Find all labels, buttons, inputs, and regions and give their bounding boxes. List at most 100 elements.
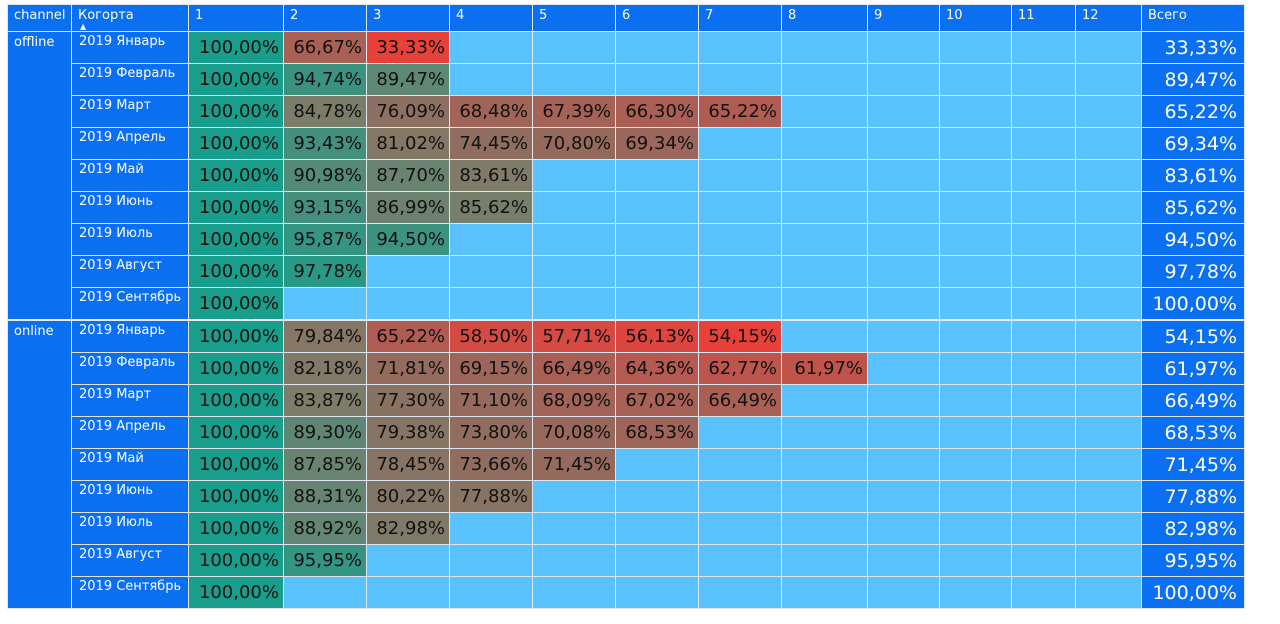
retention-cell: 68,09% <box>532 384 616 417</box>
table-row: 2019 Август 100,00% 97,78% 97,78% <box>8 255 1245 288</box>
cohort-label: 2019 Июль <box>71 512 189 545</box>
empty-cell <box>867 223 940 256</box>
empty-cell <box>867 255 940 288</box>
empty-cell <box>532 255 616 288</box>
empty-cell <box>615 512 699 545</box>
empty-cell <box>1075 448 1142 481</box>
empty-cell <box>698 159 782 192</box>
column-header-month[interactable]: 6 <box>615 4 699 32</box>
empty-cell <box>867 95 940 128</box>
empty-cell <box>1011 63 1076 96</box>
empty-cell <box>939 255 1012 288</box>
empty-cell <box>1075 95 1142 128</box>
retention-cell: 100,00% <box>188 384 284 417</box>
empty-cell <box>366 255 450 288</box>
retention-cell: 100,00% <box>188 287 284 321</box>
table-row: 2019 Апрель 100,00% 89,30% 79,38% 73,80% 70,0… <box>8 416 1245 449</box>
empty-cell <box>698 255 782 288</box>
empty-cell <box>781 255 868 288</box>
empty-cell <box>1011 448 1076 481</box>
empty-cell <box>781 63 868 96</box>
empty-cell <box>1075 223 1142 256</box>
empty-cell <box>939 352 1012 385</box>
channel-label: offline <box>7 31 72 321</box>
empty-cell <box>366 576 450 609</box>
retention-cell: 87,70% <box>366 159 450 192</box>
cohort-label: 2019 Май <box>71 159 189 192</box>
total-cell: 71,45% <box>1141 448 1245 481</box>
retention-cell: 93,15% <box>283 191 367 224</box>
retention-cell: 100,00% <box>188 127 284 160</box>
table-row: 2019 Август 100,00% 95,95% 95,95% <box>8 544 1245 577</box>
channel-label: online <box>7 319 72 609</box>
column-header-month[interactable]: 9 <box>867 4 940 32</box>
column-header-month[interactable]: 7 <box>698 4 782 32</box>
column-header-month[interactable]: 5 <box>532 4 616 32</box>
empty-cell <box>532 191 616 224</box>
cohort-label: 2019 Март <box>71 95 189 128</box>
retention-cell: 94,50% <box>366 223 450 256</box>
retention-cell: 85,62% <box>449 191 533 224</box>
retention-cell: 100,00% <box>188 512 284 545</box>
retention-cell: 82,18% <box>283 352 367 385</box>
empty-cell <box>1011 191 1076 224</box>
column-header-month[interactable]: 1 <box>188 4 284 32</box>
column-header-month[interactable]: 8 <box>781 4 868 32</box>
retention-cell: 73,80% <box>449 416 533 449</box>
retention-cell: 88,92% <box>283 512 367 545</box>
column-header-month[interactable]: 11 <box>1011 4 1076 32</box>
empty-cell <box>366 287 450 321</box>
table-row: offline 2019 Январь 100,00% 66,67% 33,33% 33,… <box>7 31 1245 321</box>
retention-cell: 87,85% <box>283 448 367 481</box>
empty-cell <box>781 576 868 609</box>
retention-cell: 64,36% <box>615 352 699 385</box>
cohort-label: 2019 Март <box>71 384 189 417</box>
column-header-cohort[interactable]: Когорта ▲ <box>71 4 189 32</box>
empty-cell <box>366 544 450 577</box>
empty-cell <box>532 223 616 256</box>
total-cell: 95,95% <box>1141 544 1245 577</box>
retention-cell: 57,71% <box>532 319 616 353</box>
empty-cell <box>939 31 1012 64</box>
empty-cell <box>867 544 940 577</box>
column-header-month[interactable]: 12 <box>1075 4 1142 32</box>
empty-cell <box>698 512 782 545</box>
empty-cell <box>615 576 699 609</box>
total-cell: 66,49% <box>1141 384 1245 417</box>
empty-cell <box>1011 255 1076 288</box>
empty-cell <box>1075 319 1142 353</box>
column-header-month[interactable]: 10 <box>939 4 1012 32</box>
column-header-total[interactable]: Всего <box>1141 4 1245 32</box>
empty-cell <box>781 159 868 192</box>
retention-cell: 68,53% <box>615 416 699 449</box>
empty-cell <box>1075 576 1142 609</box>
retention-cell: 69,34% <box>615 127 699 160</box>
retention-cell: 67,39% <box>532 95 616 128</box>
empty-cell <box>781 191 868 224</box>
empty-cell <box>867 159 940 192</box>
table-row: 2019 Май 100,00% 87,85% 78,45% 73,66% 71,45% 7… <box>8 448 1245 481</box>
empty-cell <box>867 576 940 609</box>
retention-cell: 100,00% <box>188 448 284 481</box>
column-header-month[interactable]: 2 <box>283 4 367 32</box>
empty-cell <box>615 63 699 96</box>
retention-cell: 100,00% <box>188 416 284 449</box>
retention-cell: 95,95% <box>283 544 367 577</box>
empty-cell <box>449 31 533 64</box>
total-cell: 82,98% <box>1141 512 1245 545</box>
empty-cell <box>781 319 868 353</box>
retention-cell: 66,67% <box>283 31 367 64</box>
total-cell: 89,47% <box>1141 63 1245 96</box>
column-header-month[interactable]: 4 <box>449 4 533 32</box>
column-header-month[interactable]: 3 <box>366 4 450 32</box>
empty-cell <box>781 223 868 256</box>
empty-cell <box>615 223 699 256</box>
retention-cell: 100,00% <box>188 159 284 192</box>
empty-cell <box>1011 384 1076 417</box>
empty-cell <box>1011 95 1076 128</box>
cohort-label: 2019 Сентябрь <box>71 576 189 609</box>
table-row: 2019 Февраль 100,00% 82,18% 71,81% 69,15% 66,… <box>8 352 1245 385</box>
column-header-channel[interactable]: channel <box>7 4 72 32</box>
empty-cell <box>698 31 782 64</box>
empty-cell <box>781 448 868 481</box>
